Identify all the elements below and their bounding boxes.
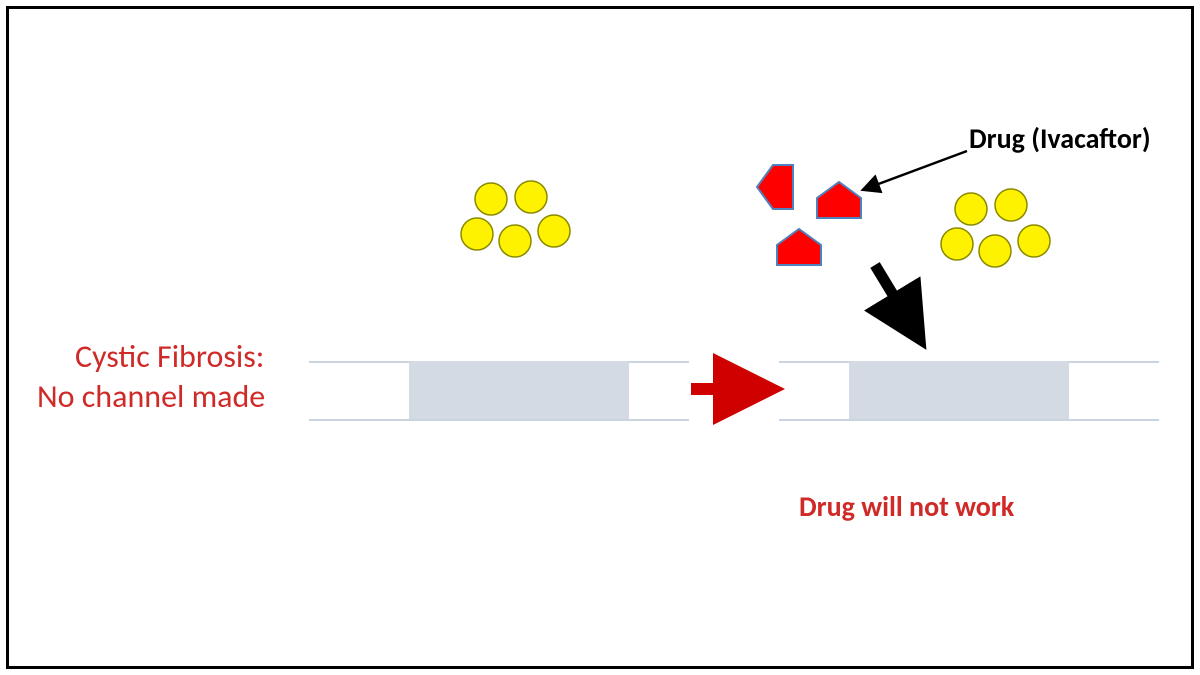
ion-icon <box>499 225 531 257</box>
drug-shape-cluster <box>757 165 861 265</box>
left-ion-cluster <box>461 181 570 257</box>
ion-icon <box>475 183 507 215</box>
drug-shape-icon <box>777 229 821 265</box>
ion-icon <box>995 189 1027 221</box>
drug-action-arrow-icon <box>875 265 915 331</box>
drug-shape-icon <box>817 182 861 218</box>
ion-icon <box>461 218 493 250</box>
ion-icon <box>1018 225 1050 257</box>
shape-layer <box>9 9 1197 672</box>
drug-shape-icon <box>757 165 793 209</box>
label-pointer-arrow-icon <box>865 151 967 189</box>
ion-icon <box>538 215 570 247</box>
ion-icon <box>515 181 547 213</box>
ion-icon <box>941 228 973 260</box>
diagram-frame: Cystic Fibrosis: No channel made Drug (I… <box>6 6 1194 669</box>
ion-icon <box>979 235 1011 267</box>
right-ion-cluster <box>941 189 1050 267</box>
ion-icon <box>955 193 987 225</box>
